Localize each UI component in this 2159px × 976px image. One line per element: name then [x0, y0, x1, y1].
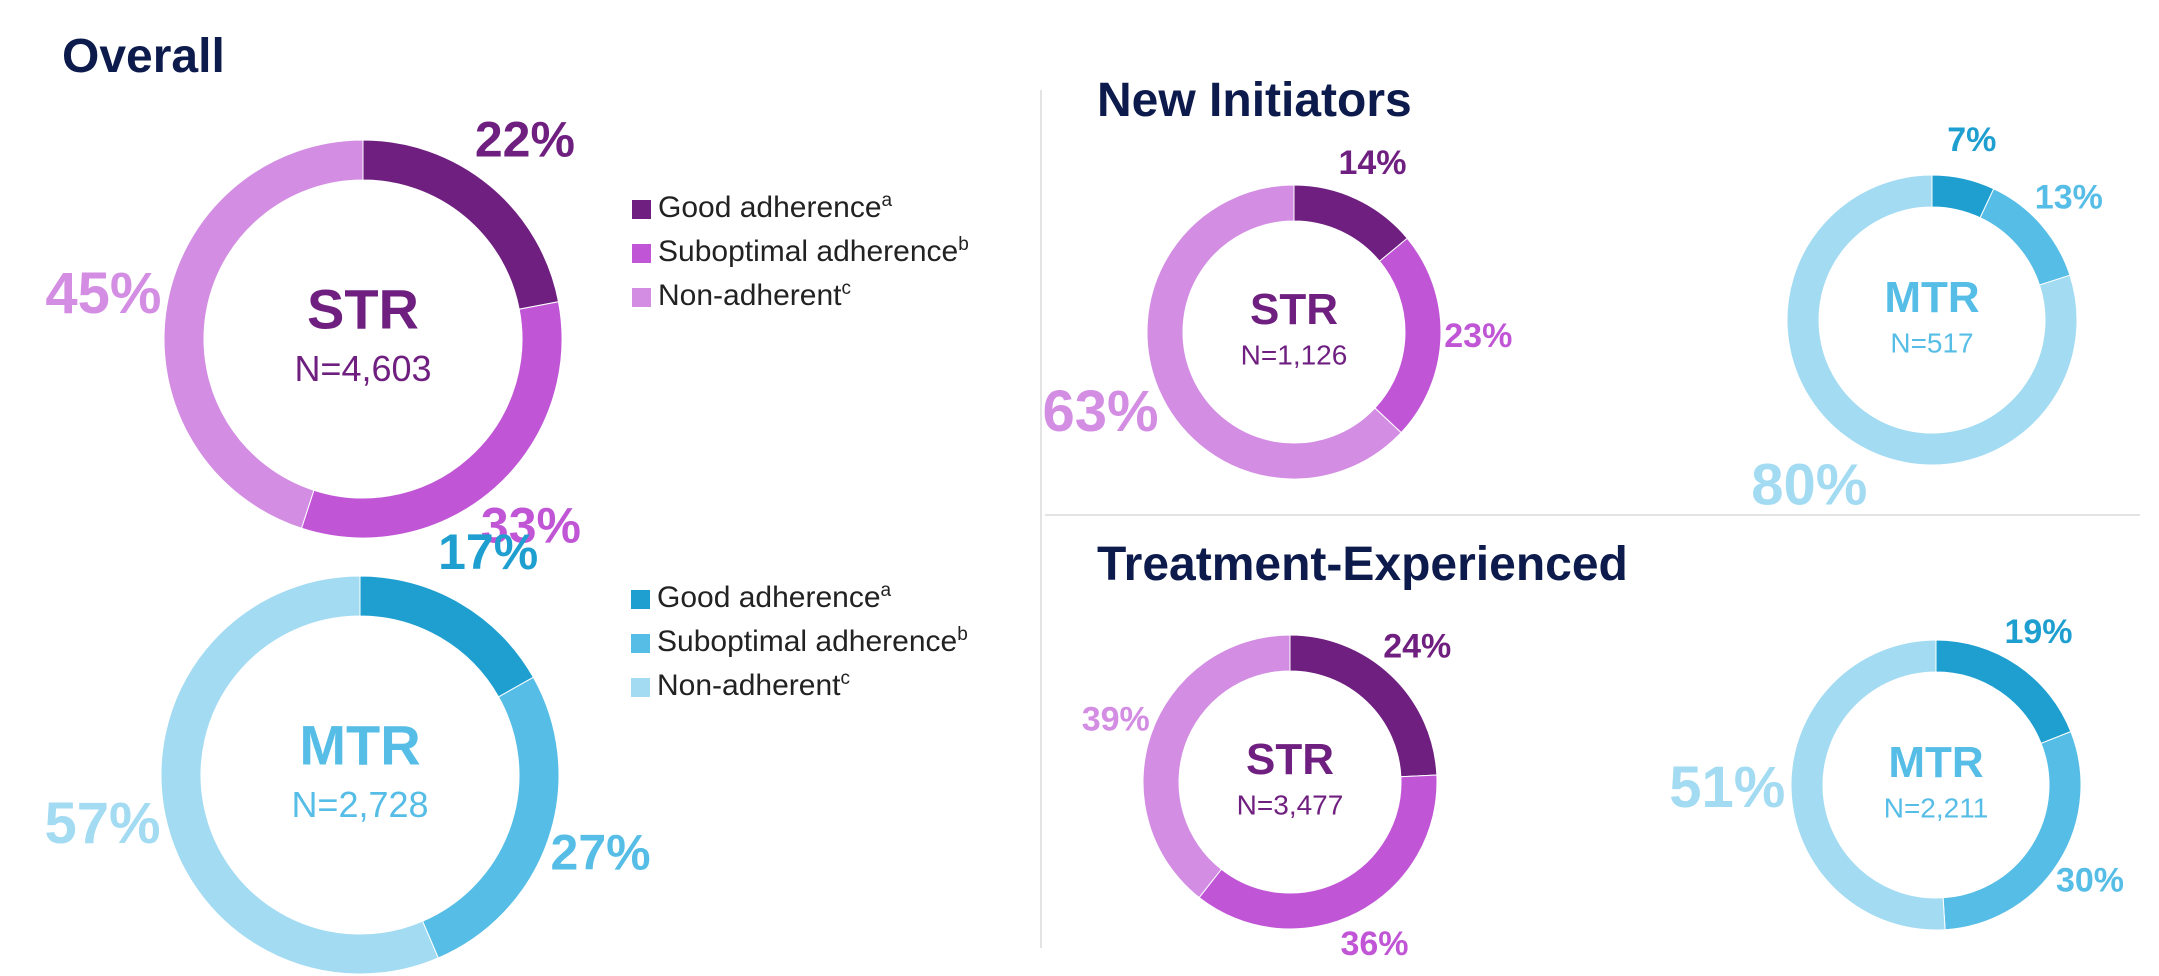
n-label: N=2,211 — [1884, 793, 1989, 824]
data-label: 57% — [45, 791, 161, 856]
legend-swatch — [631, 590, 650, 609]
donut-segment — [1935, 639, 2072, 745]
donut-segment — [1142, 634, 1291, 899]
data-label: 17% — [438, 524, 538, 580]
donut-segment — [359, 575, 535, 698]
donut-segment — [160, 575, 439, 975]
legend-entry: Non-adherentc — [657, 668, 850, 702]
legend-swatch — [631, 678, 650, 697]
data-label: 30% — [2056, 862, 2124, 900]
legend-label: Non-adherent — [657, 669, 841, 702]
data-label: 7% — [1947, 121, 1996, 159]
legend-swatch — [632, 200, 651, 219]
legend-entry: Good adherencea — [658, 190, 893, 224]
heading: Treatment-Experienced — [1097, 538, 1628, 591]
heading: New Initiators — [1097, 74, 1412, 127]
legend-label: Good adherence — [658, 191, 882, 224]
data-label: 23% — [1444, 317, 1512, 355]
legend-entry: Suboptimal adherenceb — [658, 234, 969, 268]
data-label: 36% — [1340, 925, 1408, 963]
n-label: N=517 — [1890, 328, 1973, 359]
donut-segment — [1790, 639, 1946, 931]
heading: Overall — [62, 30, 225, 83]
donut-segment — [421, 676, 560, 959]
n-label: N=3,477 — [1237, 790, 1344, 821]
data-label: 33% — [481, 498, 581, 554]
center-label: STR — [307, 278, 419, 341]
center-label: MTR — [299, 714, 420, 777]
legend-swatch — [632, 244, 651, 263]
n-label: N=1,126 — [1241, 340, 1348, 371]
data-label: 19% — [2004, 613, 2072, 651]
center-label: STR — [1246, 735, 1334, 784]
data-label: 63% — [1042, 379, 1158, 444]
donut-segment — [1146, 184, 1402, 480]
legend-entry: Non-adherentc — [658, 278, 851, 312]
donut-segment — [1198, 774, 1438, 930]
donut-segment — [1786, 174, 2078, 466]
data-label: 39% — [1082, 701, 1150, 739]
data-label: 24% — [1383, 628, 1451, 666]
legend-entry: Good adherencea — [657, 580, 892, 614]
data-label: 14% — [1338, 144, 1406, 182]
legend-swatch — [632, 288, 651, 307]
legend-note: b — [958, 234, 969, 255]
legend-note: c — [840, 668, 850, 689]
data-label: 80% — [1751, 452, 1867, 517]
center-label: STR — [1250, 285, 1338, 334]
data-label: 51% — [1669, 755, 1785, 820]
donut-segment — [1374, 237, 1442, 434]
legend-label: Suboptimal adherence — [658, 235, 958, 268]
center-label: MTR — [1884, 273, 1979, 322]
legend-label: Suboptimal adherence — [657, 625, 957, 658]
legend-entry: Suboptimal adherenceb — [657, 624, 968, 658]
legend-label: Non-adherent — [658, 279, 842, 312]
data-label: 22% — [475, 111, 575, 167]
donut-segment — [1293, 184, 1408, 262]
legend-note: a — [882, 190, 893, 211]
legend-label: Good adherence — [657, 581, 881, 614]
data-label: 27% — [551, 825, 651, 881]
center-label: MTR — [1888, 738, 1983, 787]
legend-note: b — [957, 624, 968, 645]
n-label: N=2,728 — [291, 784, 428, 825]
n-label: N=4,603 — [294, 348, 431, 389]
legend-note: a — [881, 580, 892, 601]
legend-swatch — [631, 634, 650, 653]
legend-note: c — [841, 278, 851, 299]
data-label: 13% — [2035, 178, 2103, 216]
donut-segment — [163, 139, 364, 529]
data-label: 45% — [45, 261, 161, 326]
